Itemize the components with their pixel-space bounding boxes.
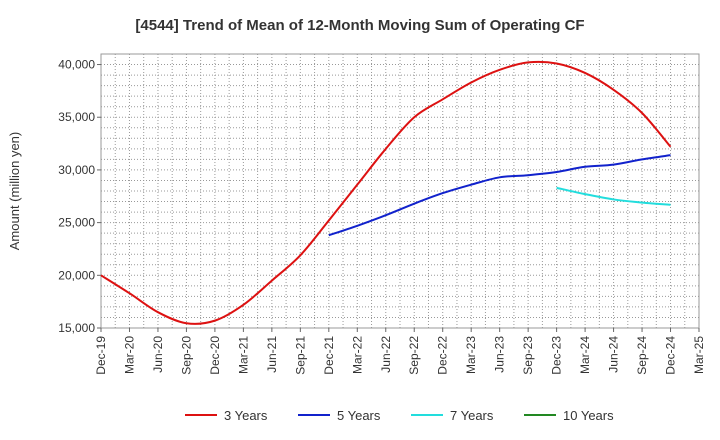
x-axis: Dec-19 Mar-20 Jun-20 Sep-20 Dec-20 Mar-21 Jun-…: [94, 328, 706, 375]
grid: [101, 54, 699, 328]
x-tick-label: Sep-21: [293, 336, 307, 375]
legend: 3 Years 5 Years 7 Years 10 Years: [185, 408, 614, 423]
x-tick-label: Sep-24: [635, 336, 649, 375]
y-tick-label: 25,000: [58, 216, 95, 230]
y-tick-label: 40,000: [58, 58, 95, 72]
y-axis: 15,000 20,000 25,000 30,000 35,000 40,000: [58, 58, 101, 335]
x-tick-label: Jun-21: [265, 336, 279, 373]
y-tick-label: 30,000: [58, 163, 95, 177]
x-tick-label: Mar-23: [464, 336, 478, 374]
x-tick-label: Dec-19: [94, 336, 108, 375]
legend-label-5-years: 5 Years: [337, 408, 381, 423]
y-axis-label: Amount (million yen): [7, 132, 22, 251]
x-tick-label: Mar-20: [122, 336, 136, 374]
series-line-7-years: [556, 186, 671, 206]
y-tick-label: 15,000: [58, 321, 95, 335]
x-tick-label: Dec-21: [322, 336, 336, 375]
x-tick-label: Sep-20: [179, 336, 193, 375]
x-tick-label: Jun-22: [379, 336, 393, 373]
y-tick-label: 20,000: [58, 268, 95, 282]
legend-label-3-years: 3 Years: [224, 408, 268, 423]
series-line-3-years: [100, 60, 672, 325]
legend-label-7-years: 7 Years: [450, 408, 494, 423]
x-tick-label: Jun-23: [493, 336, 507, 373]
legend-label-10-years: 10 Years: [563, 408, 614, 423]
plot-area: [100, 53, 700, 329]
chart-title: [4544] Trend of Mean of 12-Month Moving …: [135, 17, 584, 34]
x-tick-label: Jun-24: [607, 336, 621, 373]
x-tick-label: Dec-20: [208, 336, 222, 375]
x-tick-label: Dec-24: [664, 336, 678, 375]
x-tick-label: Dec-22: [436, 336, 450, 375]
x-tick-label: Dec-23: [550, 336, 564, 375]
x-tick-label: Jun-20: [151, 336, 165, 373]
x-tick-label: Mar-25: [692, 336, 706, 374]
series-line-5-years: [328, 154, 671, 237]
x-tick-label: Mar-22: [350, 336, 364, 374]
x-tick-label: Mar-21: [236, 336, 250, 374]
y-tick-label: 35,000: [58, 110, 95, 124]
series-group: [100, 60, 672, 325]
x-tick-label: Sep-23: [521, 336, 535, 375]
x-tick-label: Mar-24: [578, 336, 592, 374]
x-tick-label: Sep-22: [407, 336, 421, 375]
